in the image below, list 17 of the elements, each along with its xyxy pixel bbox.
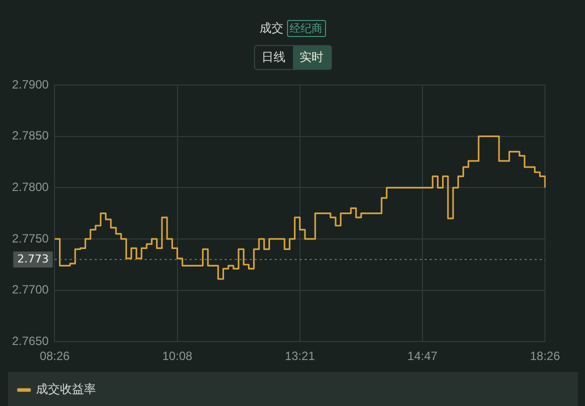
ref-line-label: 2.773 bbox=[17, 252, 49, 266]
text: 实时 bbox=[292, 46, 330, 69]
x-tick-label: 13:21 bbox=[284, 349, 316, 364]
y-tick-label: 2.7750 bbox=[12, 231, 50, 246]
x-tick-label: 14:47 bbox=[407, 349, 438, 364]
legend-label: 成交收益率 bbox=[36, 382, 96, 396]
text: 经纪商 bbox=[286, 20, 326, 37]
y-tick-label: 2.7650 bbox=[12, 334, 50, 348]
y-tick-label: 2.7700 bbox=[12, 282, 50, 297]
y-tick-label: 2.7850 bbox=[12, 128, 50, 143]
x-tick-label: 08:26 bbox=[40, 349, 70, 364]
x-tick-label: 10:08 bbox=[162, 349, 193, 364]
y-tick-label: 2.7800 bbox=[12, 180, 50, 194]
chart-title: 成交 bbox=[260, 20, 284, 37]
y-tick-label: 2.7900 bbox=[12, 77, 50, 92]
text: 日线 bbox=[260, 49, 286, 66]
x-tick-label: 18:26 bbox=[530, 349, 560, 364]
